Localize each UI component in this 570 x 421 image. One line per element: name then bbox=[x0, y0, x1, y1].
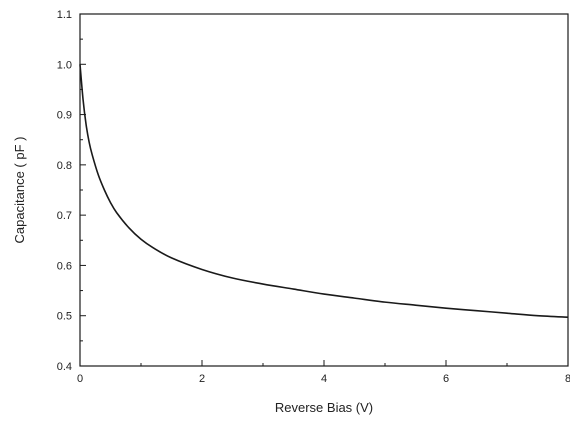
plot-frame bbox=[79, 13, 569, 367]
x-axis-label: Reverse Bias (V) bbox=[275, 400, 373, 415]
y-tick-label: 0.6 bbox=[57, 260, 72, 272]
y-tick-label: 0.4 bbox=[57, 361, 72, 373]
x-tick-label: 4 bbox=[321, 373, 327, 385]
series-layer bbox=[79, 64, 569, 319]
y-axis-label: Capacitance ( pF ) bbox=[12, 137, 27, 244]
y-tick-label: 0.7 bbox=[57, 210, 72, 222]
y-tick-label: 1.0 bbox=[57, 59, 72, 71]
y-tick-label: 0.8 bbox=[57, 160, 72, 172]
y-axis: 0.4 0.5 0.6 0.7 0.8 0.9 1.0 1.1 bbox=[57, 9, 86, 373]
x-axis: 0 2 4 6 8 bbox=[77, 360, 570, 385]
x-tick-label: 0 bbox=[77, 373, 83, 385]
x-tick-label: 8 bbox=[565, 373, 570, 385]
x-tick-label: 6 bbox=[443, 373, 449, 385]
series-line bbox=[79, 64, 569, 319]
y-tick-label: 0.9 bbox=[57, 110, 72, 122]
x-tick-label: 2 bbox=[199, 373, 205, 385]
y-tick-label: 0.5 bbox=[57, 311, 72, 323]
y-tick-label: 1.1 bbox=[57, 9, 72, 21]
